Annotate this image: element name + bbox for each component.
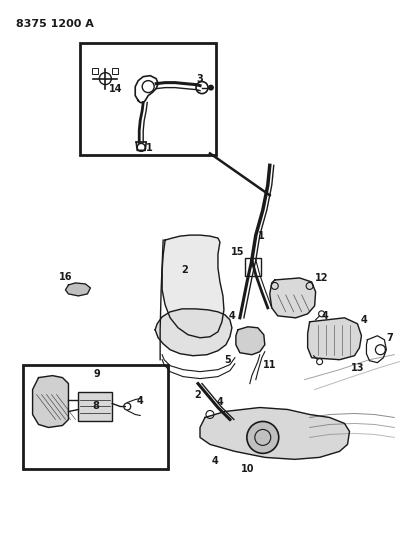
Text: 15: 15 — [231, 247, 245, 257]
Text: 16: 16 — [59, 272, 72, 282]
Text: 3: 3 — [197, 74, 204, 84]
Bar — [112, 68, 118, 74]
Text: 4: 4 — [212, 456, 218, 466]
Text: 8375 1200 A: 8375 1200 A — [16, 19, 93, 29]
Polygon shape — [155, 309, 232, 356]
Text: 14: 14 — [109, 84, 122, 94]
Polygon shape — [200, 408, 350, 459]
Text: 5: 5 — [224, 354, 231, 365]
Text: 7: 7 — [386, 333, 393, 343]
Polygon shape — [65, 283, 91, 296]
Text: 4: 4 — [217, 397, 223, 407]
Text: 4: 4 — [361, 315, 368, 325]
Text: 1: 1 — [258, 231, 265, 241]
Text: 9: 9 — [94, 369, 101, 378]
Polygon shape — [236, 327, 265, 354]
Text: 13: 13 — [351, 362, 364, 373]
Bar — [22, 365, 168, 470]
Text: 8: 8 — [92, 400, 99, 410]
Text: 2: 2 — [195, 390, 202, 400]
Bar — [78, 392, 112, 422]
Polygon shape — [308, 318, 361, 360]
Text: 12: 12 — [315, 273, 328, 283]
Text: 2: 2 — [182, 265, 188, 275]
Polygon shape — [162, 235, 224, 338]
Text: 11: 11 — [263, 360, 277, 370]
Text: 4: 4 — [137, 395, 144, 406]
Polygon shape — [270, 278, 316, 318]
Circle shape — [247, 422, 279, 454]
Polygon shape — [33, 376, 69, 427]
Text: 1: 1 — [146, 143, 153, 154]
Bar — [92, 68, 98, 74]
Circle shape — [208, 85, 214, 91]
Text: 10: 10 — [241, 464, 255, 474]
Bar — [245, 258, 261, 276]
Text: 4: 4 — [321, 311, 328, 321]
Text: 4: 4 — [228, 311, 235, 321]
Bar — [80, 43, 216, 156]
